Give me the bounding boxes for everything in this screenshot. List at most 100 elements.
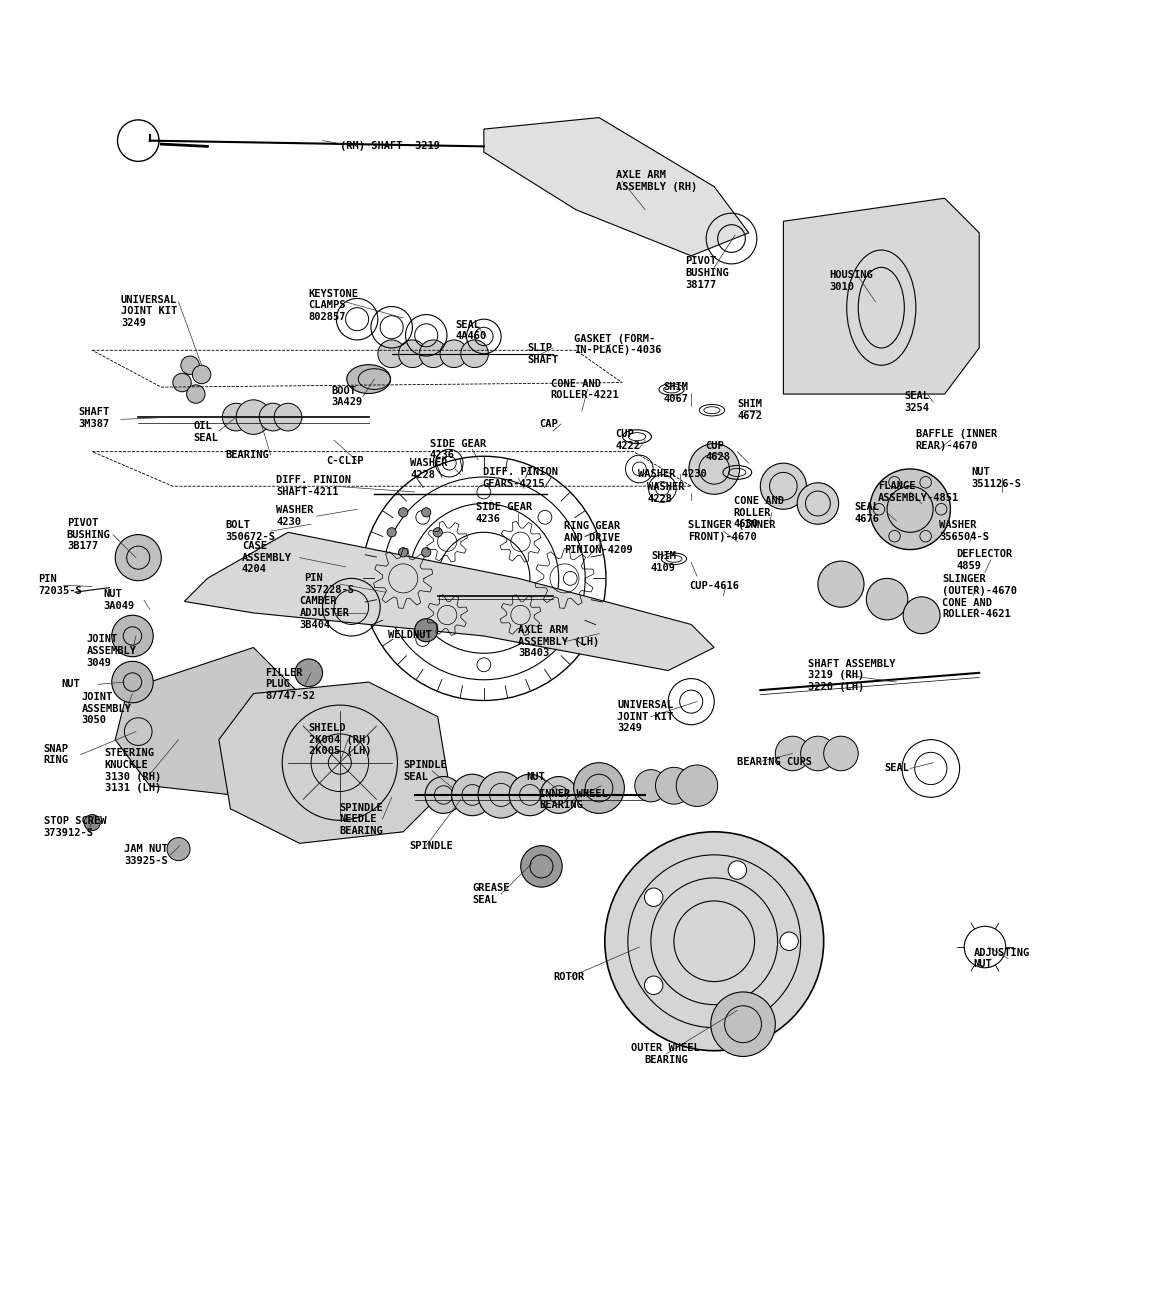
Circle shape bbox=[780, 932, 798, 951]
Text: SEAL
4676: SEAL 4676 bbox=[855, 502, 880, 523]
Text: NUT: NUT bbox=[526, 772, 545, 781]
Text: DIFF. PINION
SHAFT-4211: DIFF. PINION SHAFT-4211 bbox=[276, 475, 351, 497]
Polygon shape bbox=[115, 648, 300, 798]
Text: AXLE ARM
ASSEMBLY (RH): AXLE ARM ASSEMBLY (RH) bbox=[616, 170, 698, 192]
Circle shape bbox=[509, 774, 551, 816]
Text: CASE
ASSEMBLY
4204: CASE ASSEMBLY 4204 bbox=[242, 541, 291, 574]
Text: CAP: CAP bbox=[539, 420, 558, 429]
Circle shape bbox=[115, 535, 161, 580]
Text: CUP
4628: CUP 4628 bbox=[705, 440, 730, 462]
Text: WASHER
4228: WASHER 4228 bbox=[410, 458, 448, 479]
Text: UNIVERSAL
JOINT KIT
3249: UNIVERSAL JOINT KIT 3249 bbox=[121, 294, 177, 328]
Circle shape bbox=[635, 769, 667, 802]
Text: NUT
3A049: NUT 3A049 bbox=[104, 589, 135, 611]
Text: WASHER
4228: WASHER 4228 bbox=[647, 482, 685, 504]
Text: GASKET (FORM-
IN-PLACE)-4036: GASKET (FORM- IN-PLACE)-4036 bbox=[574, 334, 661, 355]
Circle shape bbox=[112, 615, 153, 657]
Text: BOOT
3A429: BOOT 3A429 bbox=[332, 386, 363, 407]
Circle shape bbox=[540, 777, 577, 813]
Text: SLINGER (INNER
FRONT)-4670: SLINGER (INNER FRONT)-4670 bbox=[688, 521, 775, 541]
Circle shape bbox=[521, 846, 562, 887]
Text: CONE AND
ROLLER
4630: CONE AND ROLLER 4630 bbox=[734, 496, 783, 530]
Text: SEAL: SEAL bbox=[885, 764, 910, 773]
Circle shape bbox=[574, 763, 624, 813]
Text: UNIVERSAL
JOINT KIT
3249: UNIVERSAL JOINT KIT 3249 bbox=[617, 701, 674, 733]
Text: INNER WHEEL
BEARING: INNER WHEEL BEARING bbox=[539, 789, 608, 811]
Circle shape bbox=[399, 508, 408, 517]
Circle shape bbox=[295, 659, 323, 686]
Circle shape bbox=[433, 527, 442, 537]
Circle shape bbox=[605, 831, 824, 1050]
Text: JAM NUT
33925-S: JAM NUT 33925-S bbox=[124, 844, 168, 865]
Text: JOINT
ASSEMBLY
3050: JOINT ASSEMBLY 3050 bbox=[82, 692, 131, 725]
Text: C-CLIP: C-CLIP bbox=[326, 456, 364, 466]
Circle shape bbox=[419, 339, 447, 368]
Text: CONE AND
ROLLER-4221: CONE AND ROLLER-4221 bbox=[551, 378, 620, 400]
Text: RING GEAR
AND DRIVE
PINION-4209: RING GEAR AND DRIVE PINION-4209 bbox=[564, 522, 634, 554]
Text: FILLER
PLUG
87747-S2: FILLER PLUG 87747-S2 bbox=[265, 668, 314, 701]
Text: CUP
4222: CUP 4222 bbox=[615, 430, 641, 451]
Circle shape bbox=[760, 464, 806, 509]
Text: BAFFLE (INNER
REAR)-4670: BAFFLE (INNER REAR)-4670 bbox=[916, 430, 998, 451]
Circle shape bbox=[478, 772, 524, 818]
Circle shape bbox=[775, 736, 810, 771]
Text: WASHER
356504-S: WASHER 356504-S bbox=[939, 521, 988, 541]
Text: SIDE GEAR
4236: SIDE GEAR 4236 bbox=[430, 439, 486, 460]
Ellipse shape bbox=[347, 365, 391, 394]
Text: KEYSTONE
CLAMPS
802857: KEYSTONE CLAMPS 802857 bbox=[309, 289, 358, 322]
Text: SPINDLE
NEEDLE
BEARING: SPINDLE NEEDLE BEARING bbox=[340, 803, 384, 835]
Text: PIVOT
BUSHING
3B177: PIVOT BUSHING 3B177 bbox=[67, 518, 111, 552]
Circle shape bbox=[378, 339, 406, 368]
Circle shape bbox=[801, 736, 835, 771]
Circle shape bbox=[173, 373, 191, 392]
Text: STOP SCREW
373912-S: STOP SCREW 373912-S bbox=[44, 816, 106, 838]
Text: AXLE ARM
ASSEMBLY (LH)
3B403: AXLE ARM ASSEMBLY (LH) 3B403 bbox=[518, 625, 600, 658]
Circle shape bbox=[903, 597, 940, 633]
Circle shape bbox=[181, 356, 199, 374]
Circle shape bbox=[824, 736, 858, 771]
Circle shape bbox=[440, 339, 468, 368]
Text: ADJUSTING
NUT: ADJUSTING NUT bbox=[973, 948, 1030, 970]
Text: HOUSING
3010: HOUSING 3010 bbox=[829, 271, 873, 291]
Circle shape bbox=[728, 1004, 746, 1022]
Text: SLIP
SHAFT: SLIP SHAFT bbox=[528, 343, 559, 364]
Circle shape bbox=[711, 992, 775, 1057]
Text: BEARING: BEARING bbox=[226, 451, 270, 460]
Text: SLINGER
(OUTER)-4670: SLINGER (OUTER)-4670 bbox=[942, 575, 1017, 596]
Circle shape bbox=[452, 774, 493, 816]
Circle shape bbox=[425, 777, 462, 813]
Circle shape bbox=[728, 861, 746, 879]
Circle shape bbox=[818, 561, 864, 607]
Text: SPINDLE
SEAL: SPINDLE SEAL bbox=[403, 760, 447, 782]
Circle shape bbox=[415, 619, 438, 642]
Text: (RM) SHAFT  3219: (RM) SHAFT 3219 bbox=[340, 141, 440, 152]
Text: SNAP
RING: SNAP RING bbox=[44, 743, 69, 765]
Text: NUT: NUT bbox=[61, 680, 79, 689]
Text: CUP-4616: CUP-4616 bbox=[689, 581, 738, 592]
Circle shape bbox=[422, 548, 431, 557]
Text: JOINT
ASSEMBLY
3049: JOINT ASSEMBLY 3049 bbox=[86, 635, 136, 667]
Text: GREASE
SEAL: GREASE SEAL bbox=[472, 883, 510, 905]
Circle shape bbox=[870, 469, 950, 549]
Circle shape bbox=[112, 662, 153, 703]
Circle shape bbox=[387, 527, 396, 537]
Circle shape bbox=[644, 976, 662, 995]
Text: WASHER 4230: WASHER 4230 bbox=[638, 469, 707, 479]
Circle shape bbox=[167, 838, 190, 861]
Circle shape bbox=[259, 403, 287, 431]
Text: PIN
72035-S: PIN 72035-S bbox=[38, 575, 82, 596]
Text: CONE AND
ROLLER-4621: CONE AND ROLLER-4621 bbox=[942, 597, 1011, 619]
Circle shape bbox=[676, 765, 718, 807]
Text: STEERING
KNUCKLE
3130 (RH)
3131 (LH): STEERING KNUCKLE 3130 (RH) 3131 (LH) bbox=[105, 749, 161, 793]
Text: BEARING CUPS: BEARING CUPS bbox=[737, 756, 812, 767]
Circle shape bbox=[399, 339, 426, 368]
Text: PIN
357228-S: PIN 357228-S bbox=[304, 574, 354, 594]
Text: FLANGE
ASSEMBLY-4851: FLANGE ASSEMBLY-4851 bbox=[878, 482, 960, 502]
Circle shape bbox=[866, 579, 908, 620]
Text: ROTOR: ROTOR bbox=[553, 973, 584, 982]
Circle shape bbox=[644, 888, 662, 906]
Text: SHIM
4067: SHIM 4067 bbox=[664, 382, 689, 404]
Text: WASHER
4230: WASHER 4230 bbox=[276, 505, 314, 527]
Text: WELDNUT: WELDNUT bbox=[388, 629, 432, 640]
Circle shape bbox=[187, 385, 205, 403]
